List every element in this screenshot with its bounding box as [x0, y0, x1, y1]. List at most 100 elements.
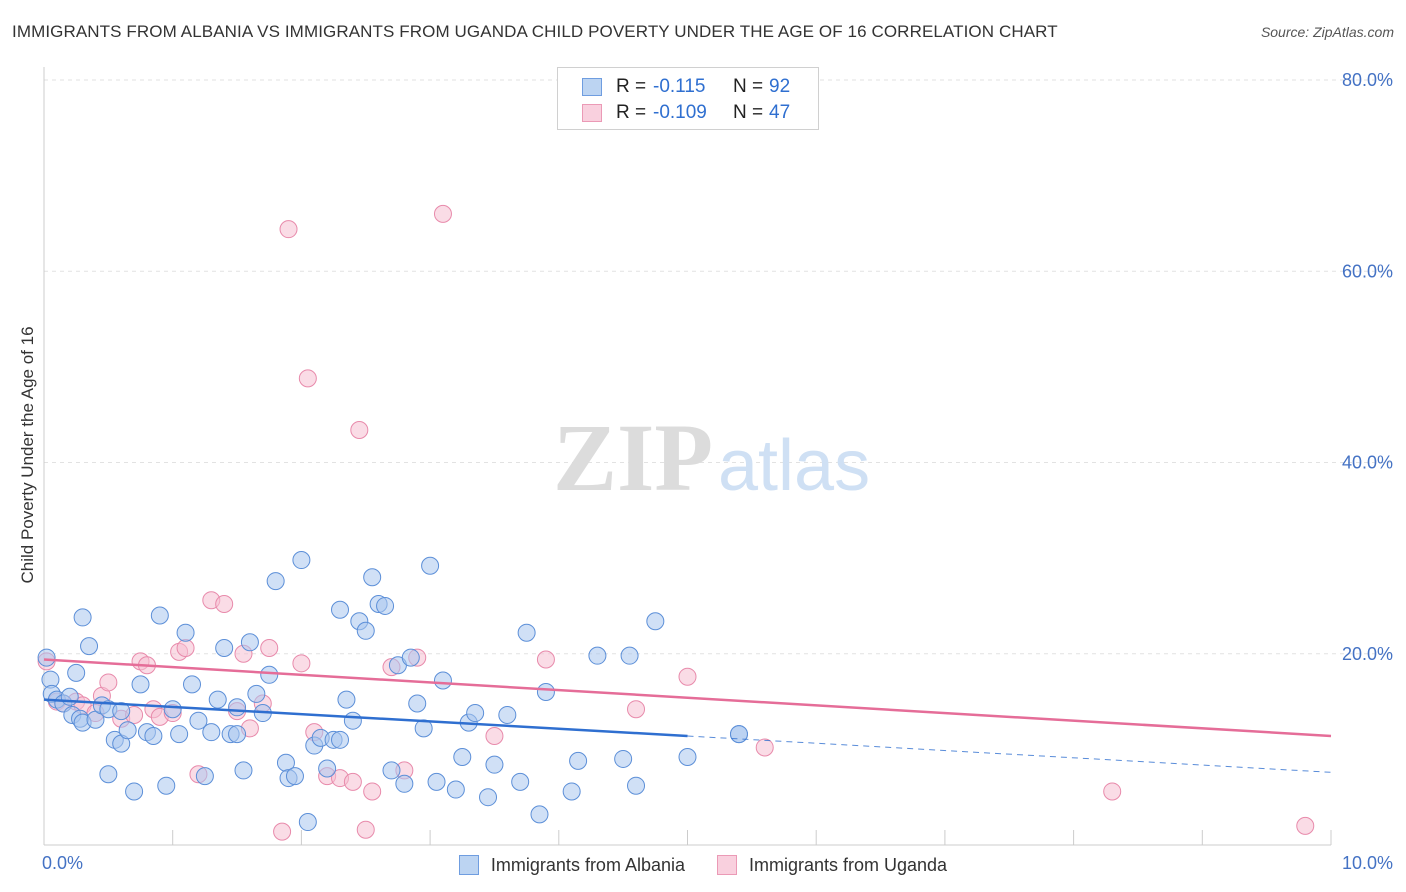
data-point-albania: [446, 780, 465, 799]
data-point-albania: [331, 600, 350, 619]
data-point-uganda: [350, 420, 369, 439]
svg-text:ZIP: ZIP: [553, 404, 713, 511]
data-point-albania: [401, 648, 420, 667]
series-swatch-uganda: [717, 855, 737, 875]
data-point-albania: [215, 639, 234, 658]
data-point-albania: [517, 623, 536, 642]
y-tick-labels: 20.0% 40.0% 60.0% 80.0%: [1342, 70, 1393, 664]
data-point-albania: [453, 748, 472, 767]
data-point-albania: [73, 608, 92, 627]
series-legend-albania[interactable]: Immigrants from Albania: [458, 854, 685, 876]
x-tick-label: 0.0%: [42, 853, 83, 873]
data-point-albania: [485, 755, 504, 774]
y-tick-label: 80.0%: [1342, 70, 1393, 90]
legend: R = -0.115 N = 92 R = -0.109 N = 47: [557, 67, 819, 130]
data-point-uganda: [279, 220, 298, 239]
svg-text:atlas: atlas: [718, 426, 870, 506]
data-point-albania: [331, 730, 350, 749]
data-point-albania: [562, 782, 581, 801]
y-tick-label: 40.0%: [1342, 453, 1393, 473]
data-point-uganda: [433, 204, 452, 223]
legend-row-albania: R = -0.115 N = 92: [582, 75, 790, 99]
x-tick-label: 10.0%: [1342, 853, 1393, 873]
data-point-uganda: [363, 782, 382, 801]
data-point-albania: [202, 723, 221, 742]
data-point-albania: [620, 646, 639, 665]
data-point-albania: [627, 776, 646, 795]
series-legend-label: Immigrants from Uganda: [749, 854, 948, 875]
data-point-uganda: [1296, 816, 1315, 835]
trend-line-uganda: [43, 658, 1332, 738]
data-point-uganda: [678, 667, 697, 686]
data-point-albania: [646, 612, 665, 631]
data-point-uganda: [1103, 782, 1122, 801]
chart-title: IMMIGRANTS FROM ALBANIA VS IMMIGRANTS FR…: [12, 22, 1058, 41]
data-point-albania: [228, 698, 247, 717]
data-point-uganda: [343, 772, 362, 791]
data-point-uganda: [485, 726, 504, 745]
data-point-albania: [37, 648, 56, 667]
legend-n-label: N =: [733, 76, 764, 97]
data-point-albania: [433, 671, 452, 690]
data-point-albania: [131, 675, 150, 694]
data-point-uganda: [627, 700, 646, 719]
y-tick-label: 20.0%: [1342, 644, 1393, 664]
legend-n-value: 92: [769, 76, 791, 97]
data-point-albania: [266, 572, 285, 591]
data-point-albania: [240, 633, 259, 652]
legend-row-uganda: R = -0.109 N = 47: [582, 101, 790, 125]
data-point-uganda: [356, 820, 375, 839]
data-point-albania: [60, 687, 79, 706]
data-point-albania: [150, 606, 169, 625]
data-point-albania: [427, 772, 446, 791]
legend-r-value: -0.115: [653, 76, 706, 97]
data-point-uganda: [176, 639, 195, 658]
data-point-albania: [511, 772, 530, 791]
data-point-albania: [234, 761, 253, 780]
data-point-uganda: [215, 595, 234, 614]
data-point-albania: [395, 774, 414, 793]
legend-r-label: R =: [616, 102, 647, 123]
data-point-albania: [466, 704, 485, 723]
data-point-albania: [408, 694, 427, 713]
watermark: ZIP atlas: [553, 404, 870, 511]
data-point-albania: [678, 748, 697, 767]
data-point-albania: [195, 767, 214, 786]
trend-lines: [43, 658, 1332, 773]
legend-r-label: R =: [616, 76, 647, 97]
data-point-albania: [298, 813, 317, 832]
data-point-uganda: [298, 369, 317, 388]
data-point-albania: [530, 805, 549, 824]
series-uganda: [37, 204, 1315, 841]
data-point-albania: [99, 765, 118, 784]
data-point-uganda: [292, 654, 311, 673]
data-point-albania: [588, 646, 607, 665]
series-legend-uganda[interactable]: Immigrants from Uganda: [717, 855, 947, 876]
data-point-uganda: [755, 738, 774, 757]
data-point-albania: [479, 788, 498, 807]
source-label: Source: ZipAtlas.com: [1260, 24, 1394, 40]
data-point-uganda: [260, 639, 279, 658]
data-point-albania: [376, 596, 395, 615]
data-point-albania: [729, 725, 748, 744]
data-point-albania: [144, 726, 163, 745]
data-point-uganda: [99, 673, 118, 692]
data-point-albania: [183, 675, 202, 694]
data-point-albania: [208, 690, 227, 709]
data-point-albania: [170, 725, 189, 744]
data-point-albania: [176, 623, 195, 642]
data-point-albania: [228, 725, 247, 744]
data-point-albania: [67, 663, 86, 682]
data-point-albania: [163, 700, 182, 719]
data-point-albania: [318, 759, 337, 778]
legend-swatch-albania: [582, 78, 602, 96]
series-legend-label: Immigrants from Albania: [490, 854, 685, 875]
legend-n-label: N =: [733, 102, 764, 123]
data-point-albania: [125, 782, 144, 801]
data-point-albania: [343, 711, 362, 730]
data-point-albania: [247, 684, 266, 703]
y-tick-label: 60.0%: [1342, 261, 1393, 281]
data-point-albania: [569, 751, 588, 770]
data-point-uganda: [536, 650, 555, 669]
